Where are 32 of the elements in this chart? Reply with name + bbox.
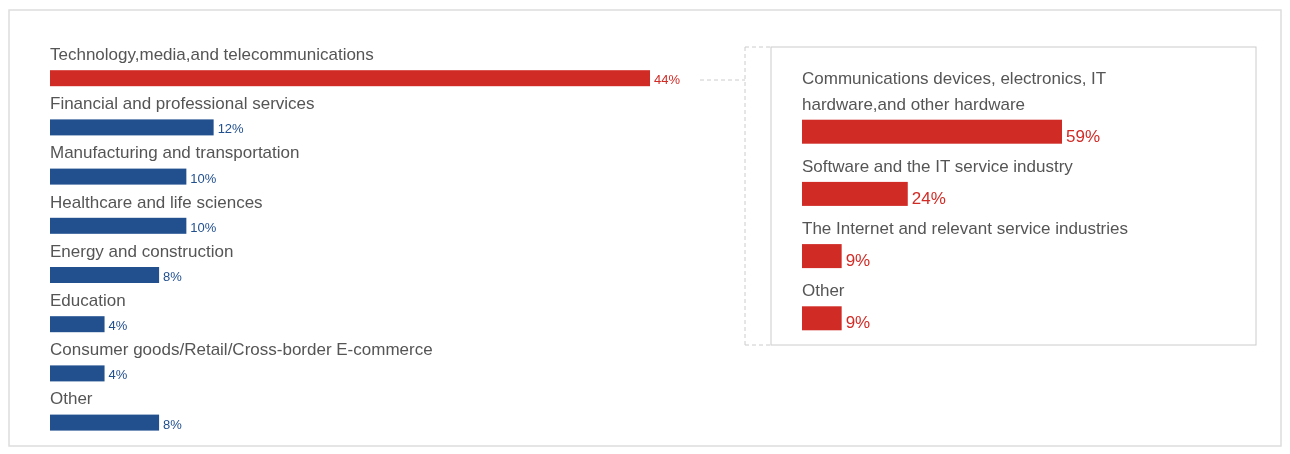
y-tick-label: Consumer goods/Retail/Cross-border E-commerce: [50, 340, 433, 360]
y-tick-label: Education: [50, 291, 126, 310]
y-tick-label: Technology,media,and telecommunications: [50, 45, 374, 64]
bar: [50, 168, 187, 185]
y-tick-label: The Internet and relevant service industries: [802, 218, 1129, 238]
bar: [50, 365, 105, 382]
data-label: 10%: [190, 170, 217, 186]
data-label: 24%: [911, 188, 946, 208]
bar: [50, 70, 650, 87]
data-label: 10%: [190, 219, 217, 235]
y-tick-label: Communications devices, electronics, IT hardware,and other hardware: [802, 69, 1107, 114]
bar: [50, 267, 160, 283]
data-label: 59%: [1066, 126, 1101, 146]
data-label: 9%: [845, 313, 871, 333]
y-tick-label: Energy and construction: [50, 241, 234, 261]
y-tick-label: Manufacturing and transportation: [50, 143, 300, 163]
y-tick-label: Software and the IT service industry: [802, 156, 1074, 176]
data-label: 44%: [654, 72, 681, 88]
y-tick-label: Other: [50, 389, 93, 409]
y-tick-label: Financial and professional services: [50, 94, 315, 114]
data-label: 8%: [163, 269, 183, 284]
bar: [50, 316, 105, 333]
y-tick-label: Other: [802, 281, 845, 301]
data-label: 8%: [163, 416, 183, 432]
bar: [50, 217, 187, 234]
bar: [50, 119, 214, 136]
data-label: 9%: [845, 251, 871, 271]
data-label: 4%: [108, 318, 128, 334]
data-label: 12%: [217, 121, 245, 137]
y-tick-label: Healthcare and life sciences: [50, 192, 263, 212]
bar: [50, 414, 160, 431]
data-label: 4%: [108, 367, 128, 383]
